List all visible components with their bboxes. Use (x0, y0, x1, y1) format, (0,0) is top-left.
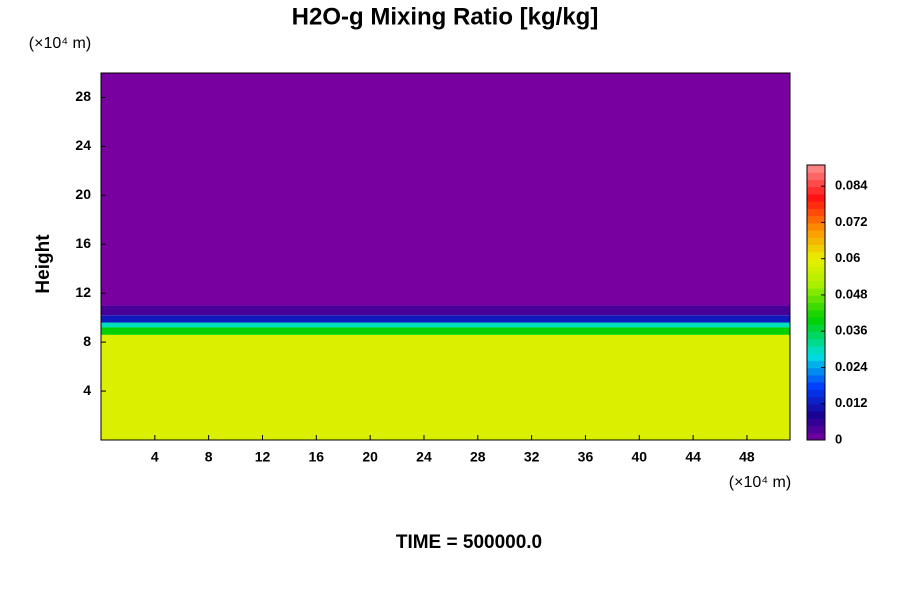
colorbar-segment (807, 266, 825, 275)
colorbar-segment (807, 186, 825, 195)
x-unit: (×10⁴ m) (729, 474, 791, 491)
colorbar-segment (807, 172, 825, 180)
x-tick-label: 12 (255, 449, 271, 465)
colorbar-segment (807, 273, 825, 282)
colorbar-segment (807, 237, 825, 246)
colorbar-segment (807, 374, 825, 383)
colorbar-segment (807, 259, 825, 267)
x-tick-label: 48 (739, 449, 755, 465)
colorbar-segment (807, 288, 825, 296)
field-band (101, 73, 790, 306)
colorbar-segment (807, 345, 825, 354)
colorbar-segment (807, 403, 825, 412)
colorbar-tick-label: 0.072 (835, 214, 868, 229)
colorbar-segment (807, 302, 825, 311)
field-band (101, 315, 790, 323)
footer: TIME = 500000.0 (396, 532, 542, 553)
field-band (101, 334, 790, 440)
colorbar-tick-label: 0.036 (835, 323, 868, 338)
field-band (101, 305, 790, 316)
colorbar-segment (807, 432, 825, 441)
y-axis-label: Height (33, 234, 54, 294)
colorbar-segment (807, 193, 825, 202)
x-tick-label: 40 (631, 449, 647, 465)
colorbar-segment (807, 244, 825, 253)
colorbar-segment (807, 316, 825, 325)
x-tick-label: 24 (416, 449, 432, 465)
colorbar-tick-label: 0.084 (835, 178, 868, 193)
colorbar-segment (807, 353, 825, 361)
colorbar-segment (807, 251, 825, 260)
y-tick-label: 20 (75, 186, 91, 202)
colorbar-segment (807, 367, 825, 376)
colorbar-tick-label: 0.012 (835, 395, 868, 410)
y-tick-label: 24 (75, 137, 91, 153)
y-tick-label: 16 (75, 235, 91, 251)
y-tick-label: 8 (83, 333, 91, 349)
colorbar-segment (807, 309, 825, 318)
x-tick-label: 28 (470, 449, 486, 465)
colorbar-segment (807, 425, 825, 434)
x-tick-label: 4 (151, 449, 159, 465)
y-tick-label: 4 (83, 382, 91, 398)
colorbar-segment (807, 215, 825, 224)
colorbar-tick-label: 0.024 (835, 359, 868, 374)
colorbar-segment (807, 222, 825, 231)
colorbar-segment (807, 396, 825, 405)
x-tick-label: 8 (205, 449, 213, 465)
colorbar-segment (807, 230, 825, 238)
colorbar-segment (807, 382, 825, 390)
colorbar-tick-label: 0.06 (835, 250, 860, 265)
x-tick-label: 20 (362, 449, 378, 465)
chart-title: H2O-g Mixing Ratio [kg/kg] (292, 3, 599, 30)
colorbar-frame (806, 164, 826, 441)
colorbar-segment (807, 324, 825, 332)
colorbar-segment (807, 418, 825, 427)
x-tick-label: 16 (309, 449, 325, 465)
field-band (101, 327, 790, 335)
colorbar-segment (807, 280, 825, 289)
plot-frame (100, 72, 791, 441)
colorbar-segment (807, 165, 825, 173)
x-tick-label: 44 (685, 449, 701, 465)
x-tick-label: 32 (524, 449, 540, 465)
field-band (101, 322, 790, 328)
colorbar-segment (807, 179, 825, 188)
colorbar-segment (807, 411, 825, 419)
colorbar-segment (807, 389, 825, 398)
y-tick-label: 12 (75, 284, 91, 300)
colorbar-tick-label: 0 (835, 431, 842, 446)
colorbar-segment (807, 338, 825, 347)
colorbar-tick-label: 0.048 (835, 286, 868, 301)
y-tick-label: 28 (75, 88, 91, 104)
colorbar-segment (807, 201, 825, 209)
y-unit: (×10⁴ m) (29, 35, 91, 52)
colorbar-segment (807, 295, 825, 303)
colorbar-segment (807, 208, 825, 217)
x-tick-label: 36 (578, 449, 594, 465)
colorbar-segment (807, 360, 825, 369)
colorbar-segment (807, 331, 825, 340)
